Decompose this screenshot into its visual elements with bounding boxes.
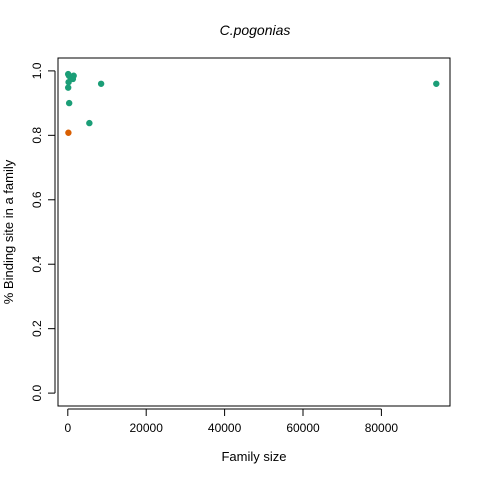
x-tick-label: 0	[64, 421, 71, 435]
data-point	[97, 80, 105, 87]
x-axis-title: Family size	[221, 449, 286, 464]
y-tick-label: 0.0	[30, 384, 44, 401]
x-tick-label: 40000	[208, 421, 242, 435]
y-tick-label: 0.2	[30, 320, 44, 337]
x-tick-label: 60000	[286, 421, 320, 435]
y-axis: 0.0 0.2 0.4 0.6 0.8 1.0	[30, 62, 56, 401]
data-point	[433, 80, 440, 87]
data-point	[64, 84, 72, 91]
data-points	[64, 70, 440, 136]
data-point	[65, 78, 72, 86]
y-axis-title: % Binding site in a family	[1, 159, 16, 304]
x-tick-label: 20000	[130, 421, 164, 435]
y-tick-label: 0.4	[30, 256, 44, 273]
x-tick-label: 80000	[365, 421, 399, 435]
data-point	[65, 129, 72, 136]
y-tick-label: 1.0	[30, 62, 44, 79]
data-point	[70, 72, 77, 79]
plot-frame	[57, 57, 451, 407]
y-tick-label: 0.8	[30, 127, 44, 144]
y-tick-label: 0.6	[30, 191, 44, 208]
chart-title: C.pogonias	[220, 22, 291, 38]
data-point	[65, 99, 73, 107]
data-point	[86, 119, 93, 127]
x-axis: 0 20000 40000 60000 80000	[64, 408, 399, 435]
